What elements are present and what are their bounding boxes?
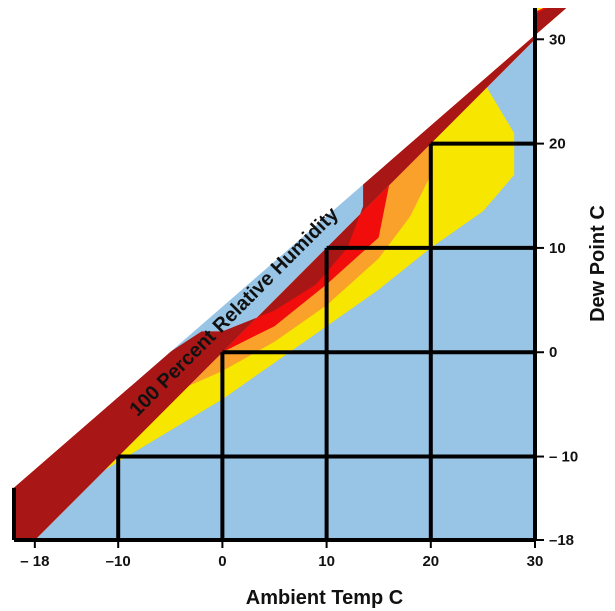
x-tick-label: 20 — [422, 553, 439, 570]
y-tick-label: 30 — [549, 31, 566, 48]
x-tick-label: 30 — [527, 553, 544, 570]
y-tick-label: 10 — [549, 240, 566, 257]
x-axis-title: Ambient Temp C — [246, 587, 403, 609]
y-tick-label: – 10 — [549, 449, 578, 466]
x-tick-label: 0 — [218, 553, 226, 570]
x-tick-label: – 18 — [20, 553, 49, 570]
y-tick-label: –18 — [549, 532, 574, 549]
y-axis-title: Dew Point C — [587, 205, 609, 322]
x-tick-labels: – 18 –10 0 10 20 30 — [20, 553, 543, 570]
x-tick-label: –10 — [106, 553, 131, 570]
y-tick-label: 0 — [549, 344, 557, 361]
x-tick-label: 10 — [318, 553, 335, 570]
y-tick-label: 20 — [549, 136, 566, 153]
tick-marks — [33, 38, 544, 548]
y-tick-labels: 30 20 10 0 – 10 –18 — [549, 31, 578, 549]
grid-lines — [12, 8, 537, 542]
